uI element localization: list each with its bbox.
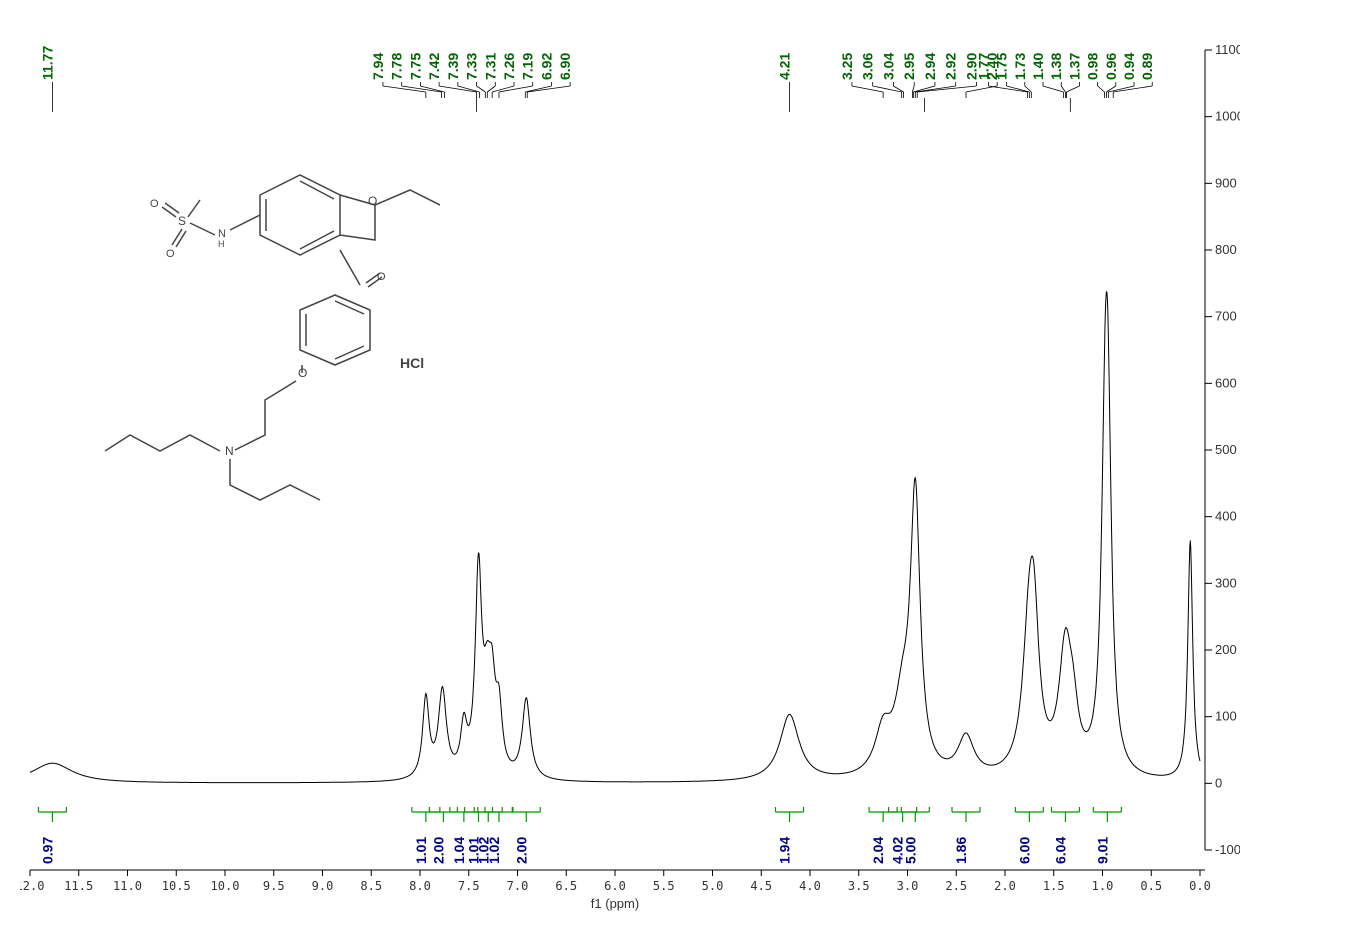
svg-text:1.04: 1.04 xyxy=(451,837,467,864)
svg-text:6.00: 6.00 xyxy=(1016,837,1032,864)
svg-text:2.00: 2.00 xyxy=(430,837,446,864)
svg-text:3.0: 3.0 xyxy=(897,879,919,893)
svg-text:S: S xyxy=(178,214,186,228)
svg-text:4.0: 4.0 xyxy=(799,879,821,893)
svg-text:4.5: 4.5 xyxy=(750,879,772,893)
svg-text:1.38: 1.38 xyxy=(1048,53,1064,80)
svg-text:1.0: 1.0 xyxy=(1092,879,1114,893)
svg-text:4.21: 4.21 xyxy=(777,53,793,80)
svg-text:1000: 1000 xyxy=(1215,109,1240,124)
svg-text:200: 200 xyxy=(1215,642,1237,657)
svg-text:7.0: 7.0 xyxy=(507,879,529,893)
svg-text:H: H xyxy=(218,239,225,249)
svg-text:7.31: 7.31 xyxy=(482,53,498,80)
svg-text:O: O xyxy=(150,198,159,210)
svg-text:1.75: 1.75 xyxy=(994,53,1010,80)
svg-text:600: 600 xyxy=(1215,375,1237,390)
molecule-structure: O O O N N H S xyxy=(70,155,440,515)
svg-text:2.94: 2.94 xyxy=(922,53,938,80)
svg-text:0.94: 0.94 xyxy=(1121,53,1137,80)
svg-text:6.92: 6.92 xyxy=(538,53,554,80)
svg-text:12.0: 12.0 xyxy=(20,879,44,893)
svg-text:3.25: 3.25 xyxy=(839,53,855,80)
svg-text:1.94: 1.94 xyxy=(777,837,793,864)
svg-text:6.90: 6.90 xyxy=(557,53,573,80)
svg-text:7.42: 7.42 xyxy=(426,53,442,80)
svg-text:9.5: 9.5 xyxy=(263,879,285,893)
svg-text:2.04: 2.04 xyxy=(870,837,886,864)
svg-text:2.00: 2.00 xyxy=(513,837,529,864)
svg-text:9.0: 9.0 xyxy=(312,879,334,893)
svg-text:3.06: 3.06 xyxy=(860,53,876,80)
svg-text:5.00: 5.00 xyxy=(902,837,918,864)
svg-text:2.95: 2.95 xyxy=(901,53,917,80)
svg-text:2.5: 2.5 xyxy=(945,879,967,893)
svg-text:5.0: 5.0 xyxy=(702,879,724,893)
svg-text:0: 0 xyxy=(1215,775,1222,790)
svg-text:1.77: 1.77 xyxy=(975,53,991,80)
svg-text:1.86: 1.86 xyxy=(953,837,969,864)
svg-text:0.97: 0.97 xyxy=(39,837,55,864)
svg-text:f1 (ppm): f1 (ppm) xyxy=(591,896,639,911)
svg-text:O: O xyxy=(166,248,175,260)
svg-text:0.96: 0.96 xyxy=(1103,53,1119,80)
svg-text:900: 900 xyxy=(1215,175,1237,190)
svg-text:6.5: 6.5 xyxy=(555,879,577,893)
svg-text:1.37: 1.37 xyxy=(1066,53,1082,80)
svg-text:700: 700 xyxy=(1215,309,1237,324)
svg-text:1.01: 1.01 xyxy=(413,837,429,864)
svg-text:1.5: 1.5 xyxy=(1043,879,1065,893)
svg-text:N: N xyxy=(225,444,234,458)
svg-text:2.0: 2.0 xyxy=(994,879,1016,893)
svg-text:11.0: 11.0 xyxy=(113,879,142,893)
svg-text:0.89: 0.89 xyxy=(1139,53,1155,80)
svg-text:1.73: 1.73 xyxy=(1012,53,1028,80)
svg-text:8.5: 8.5 xyxy=(360,879,382,893)
svg-text:1.40: 1.40 xyxy=(1030,53,1046,80)
svg-text:2.92: 2.92 xyxy=(943,53,959,80)
svg-text:10.5: 10.5 xyxy=(162,879,191,893)
svg-text:0.5: 0.5 xyxy=(1140,879,1162,893)
svg-text:10.0: 10.0 xyxy=(211,879,240,893)
molecule-svg: O O O N N H S xyxy=(70,155,440,515)
svg-text:3.04: 3.04 xyxy=(880,53,896,80)
svg-text:400: 400 xyxy=(1215,509,1237,524)
svg-text:0.98: 0.98 xyxy=(1085,53,1101,80)
svg-text:7.19: 7.19 xyxy=(520,53,536,80)
svg-text:11.5: 11.5 xyxy=(64,879,93,893)
hcl-label: HCl xyxy=(400,355,424,371)
svg-text:7.26: 7.26 xyxy=(501,53,517,80)
svg-text:5.5: 5.5 xyxy=(653,879,675,893)
svg-text:11.77: 11.77 xyxy=(39,46,55,80)
svg-text:7.78: 7.78 xyxy=(389,53,405,80)
svg-text:O: O xyxy=(377,271,386,283)
svg-text:6.0: 6.0 xyxy=(604,879,626,893)
svg-text:O: O xyxy=(368,194,377,208)
svg-text:1100: 1100 xyxy=(1215,42,1240,57)
svg-text:500: 500 xyxy=(1215,442,1237,457)
svg-text:0.0: 0.0 xyxy=(1189,879,1211,893)
svg-text:7.5: 7.5 xyxy=(458,879,480,893)
svg-text:300: 300 xyxy=(1215,575,1237,590)
svg-text:800: 800 xyxy=(1215,242,1237,257)
svg-text:1.02: 1.02 xyxy=(486,837,502,864)
svg-text:9.01: 9.01 xyxy=(1094,837,1110,864)
svg-text:3.5: 3.5 xyxy=(848,879,870,893)
svg-text:6.04: 6.04 xyxy=(1052,837,1068,864)
svg-text:8.0: 8.0 xyxy=(409,879,431,893)
svg-text:100: 100 xyxy=(1215,709,1237,724)
svg-text:7.94: 7.94 xyxy=(370,53,386,80)
svg-text:7.33: 7.33 xyxy=(464,53,480,80)
svg-text:7.75: 7.75 xyxy=(407,53,423,80)
svg-text:-100: -100 xyxy=(1215,842,1240,857)
svg-text:7.39: 7.39 xyxy=(445,53,461,80)
